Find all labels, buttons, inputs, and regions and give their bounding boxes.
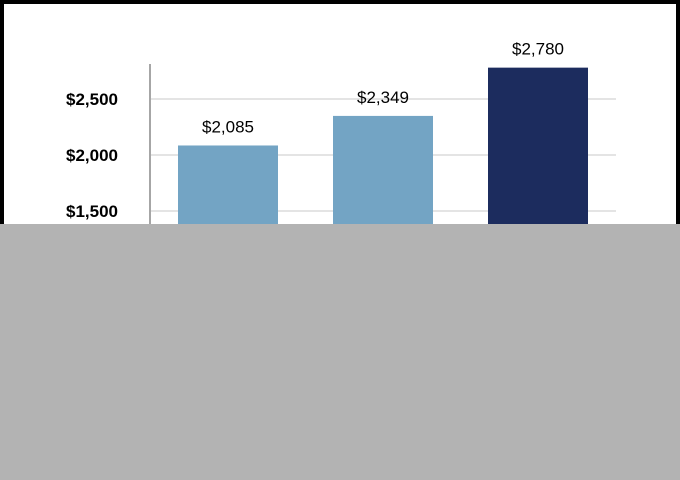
bar-value-label-0: $2,085 [202,117,254,136]
y-tick-label-1: $2,000 [66,146,118,165]
bar-value-label-2: $2,780 [512,40,564,59]
y-tick-label-2: $2,500 [66,90,118,109]
gray-occluding-panel [0,224,680,480]
y-tick-label-0: $1,500 [66,202,118,221]
bar-value-label-1: $2,349 [357,88,409,107]
